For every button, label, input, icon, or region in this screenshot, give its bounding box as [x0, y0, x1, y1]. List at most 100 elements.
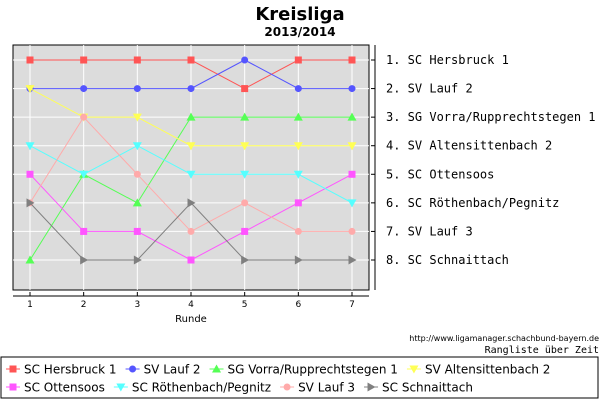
legend-label: SC Schnaittach [382, 381, 473, 395]
x-tick-label: 4 [188, 300, 194, 310]
legend-marker [283, 383, 291, 391]
data-point [26, 198, 35, 208]
data-point [187, 256, 195, 264]
data-point [294, 255, 303, 265]
series-group [25, 56, 357, 265]
data-point [186, 112, 196, 121]
legend-item: SV Altensittenbach 2 [406, 363, 550, 377]
data-point [80, 255, 89, 265]
data-point [347, 112, 357, 121]
legend-item: SC Röthenbach/Pegnitz [113, 381, 271, 395]
legend-label: SV Lauf 3 [298, 381, 355, 395]
data-point [80, 56, 88, 64]
data-point [241, 255, 250, 265]
legend-marker [9, 365, 17, 373]
data-point [241, 85, 249, 93]
data-point [348, 255, 357, 265]
data-point [80, 85, 88, 93]
chart-caption: Rangliste über Zeit [485, 345, 599, 356]
data-point [348, 85, 356, 93]
legend-label: SC Röthenbach/Pegnitz [132, 381, 271, 395]
data-point [240, 170, 250, 179]
legend-item: SV Lauf 3 [280, 381, 355, 395]
data-point [241, 199, 249, 207]
x-axis-label: Runde [175, 314, 207, 325]
axes [13, 45, 376, 297]
rank-label: 8. SC Schnaittach [386, 253, 509, 267]
data-point [26, 56, 34, 64]
x-tick-label: 2 [81, 300, 87, 310]
series [25, 142, 357, 208]
rank-labels: 1. SC Hersbruck 1 2. SV Lauf 2 3. SG Vorra… [386, 53, 596, 267]
data-point [294, 85, 302, 93]
rank-label: 1. SC Hersbruck 1 [386, 53, 509, 67]
legend-item: SC Hersbruck 1 [6, 363, 117, 377]
data-point [294, 227, 302, 235]
data-point [186, 142, 196, 151]
series [26, 113, 356, 235]
data-point [187, 198, 196, 208]
x-tick-label: 3 [134, 300, 140, 310]
legend-marker [409, 365, 419, 374]
data-point [132, 142, 142, 151]
data-point [241, 227, 249, 235]
series [26, 170, 356, 264]
data-point [293, 170, 303, 179]
legend-label: SC Ottensoos [24, 381, 105, 395]
x-tick-label: 5 [242, 300, 248, 310]
data-point [79, 170, 89, 179]
data-point [240, 142, 250, 151]
data-point [80, 227, 88, 235]
legend-marker [129, 365, 137, 373]
source-text: http://www.ligamanager.schachbund-bayern… [409, 334, 599, 343]
legend-marker [367, 382, 376, 392]
rank-label: 2. SV Lauf 2 [386, 82, 473, 96]
legend-marker [212, 364, 222, 373]
legend-item: SV Lauf 2 [125, 363, 201, 377]
x-tick-label: 7 [349, 300, 355, 310]
data-point [240, 112, 250, 121]
data-point [347, 199, 357, 208]
legend-label: SV Lauf 2 [144, 363, 201, 377]
data-point [294, 56, 302, 64]
data-point [294, 199, 302, 207]
data-point [133, 56, 141, 64]
data-point [133, 255, 142, 265]
rank-label: 6. SC Röthenbach/Pegnitz [386, 196, 559, 210]
legend-label: SG Vorra/Rupprechtstegen 1 [228, 363, 398, 377]
data-point [187, 56, 195, 64]
legend-marker [116, 383, 126, 392]
x-tick-label: 6 [295, 300, 301, 310]
data-point [293, 112, 303, 121]
series [26, 198, 357, 265]
x-tick-label: 1 [27, 300, 33, 310]
data-point [348, 227, 356, 235]
data-point [133, 170, 141, 178]
data-point [347, 142, 357, 151]
rank-label: 3. SG Vorra/Rupprechtstegen 1 [386, 110, 596, 124]
legend-item: SC Schnaittach [364, 381, 473, 395]
data-point [187, 85, 195, 93]
rank-label: 4. SV Altensittenbach 2 [386, 139, 552, 153]
legend-box [0, 356, 599, 399]
chart-subtitle: 2013/2014 [264, 25, 335, 39]
rank-label: 5. SC Ottensoos [386, 167, 494, 181]
data-point [133, 227, 141, 235]
legend-label: SV Altensittenbach 2 [425, 363, 550, 377]
data-point [80, 113, 88, 121]
chart-title: Kreisliga [255, 4, 344, 25]
legend: SC Hersbruck 1 SV Lauf 2 SG Vorra/Rupprech… [6, 363, 550, 395]
x-tick-labels: 1 2 3 4 5 6 7 [27, 300, 355, 310]
data-point [293, 142, 303, 151]
data-point [132, 198, 142, 207]
data-point [25, 85, 35, 94]
legend-item: SG Vorra/Rupprechtstegen 1 [209, 363, 398, 377]
data-point [132, 113, 142, 122]
legend-marker [9, 383, 17, 391]
legend-label: SC Hersbruck 1 [24, 363, 117, 377]
legend-item: SC Ottensoos [6, 381, 105, 395]
data-point [25, 255, 35, 264]
data-point [133, 85, 141, 93]
